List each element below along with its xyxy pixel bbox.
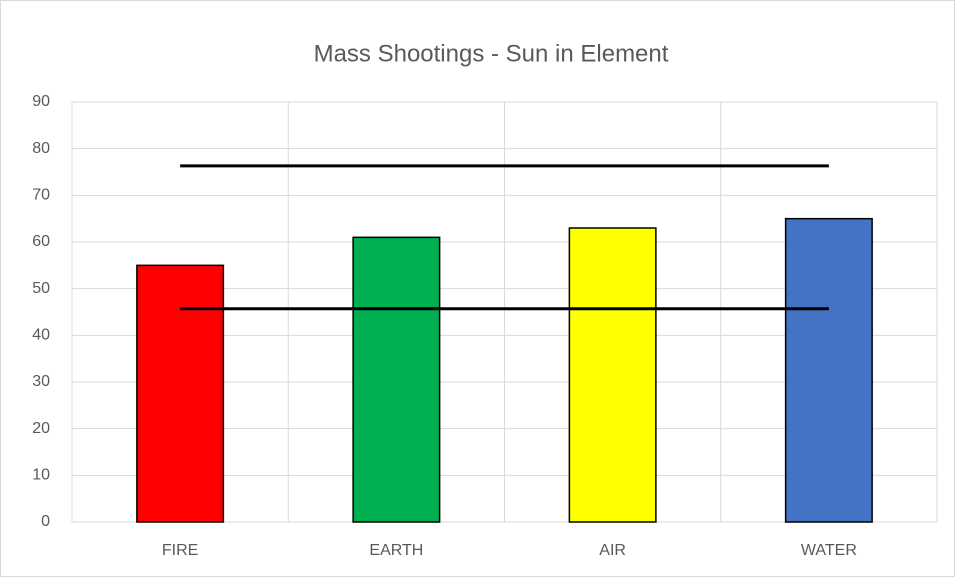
bar: [136, 264, 225, 523]
y-tick-label: 10: [32, 467, 50, 484]
y-tick-label: 30: [32, 373, 50, 390]
y-tick-label: 20: [32, 420, 50, 437]
x-tick-label: WATER: [801, 542, 857, 559]
y-tick-label: 60: [32, 233, 50, 250]
chart-title: Mass Shootings - Sun in Element: [314, 40, 669, 67]
y-tick-label: 40: [32, 327, 50, 344]
bar: [568, 227, 657, 523]
y-tick-label: 0: [41, 513, 50, 530]
x-tick-label: EARTH: [369, 542, 423, 559]
y-tick-label: 70: [32, 187, 50, 204]
y-tick-label: 80: [32, 140, 50, 157]
y-tick-label: 90: [32, 93, 50, 110]
x-tick-label: FIRE: [162, 542, 198, 559]
x-tick-label: AIR: [599, 542, 626, 559]
bar: [784, 217, 873, 523]
y-tick-label: 50: [32, 280, 50, 297]
bar: [352, 236, 441, 523]
